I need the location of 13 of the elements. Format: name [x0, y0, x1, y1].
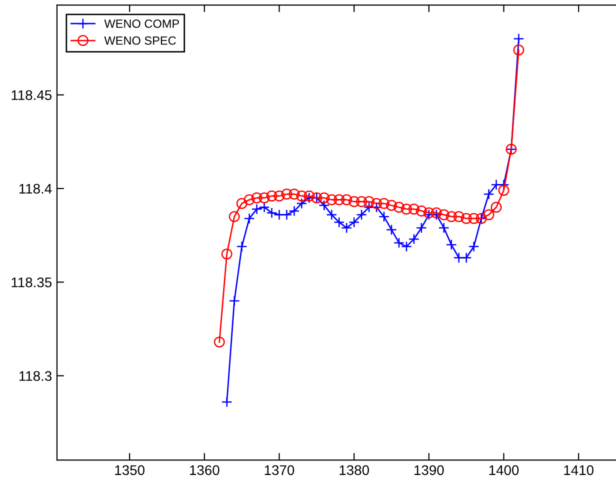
x-tick-label: 1380 [340, 465, 369, 476]
legend-label: WENO COMP [104, 19, 179, 28]
y-tick-label: 118.45 [12, 90, 52, 100]
x-tick-label: 1360 [190, 465, 220, 476]
y-tick-label: 118.4 [19, 184, 52, 194]
x-tick-label: 1370 [264, 465, 294, 476]
y-tick-label: 118.3 [19, 371, 52, 381]
x-tick-label: 1390 [414, 465, 444, 476]
x-tick-label: 1350 [115, 465, 144, 476]
legend-label: WENO SPEC [104, 36, 176, 45]
x-tick-label: 1400 [489, 465, 519, 476]
y-tick-label: 118.35 [12, 277, 52, 288]
x-tick-label: 1410 [564, 465, 594, 476]
